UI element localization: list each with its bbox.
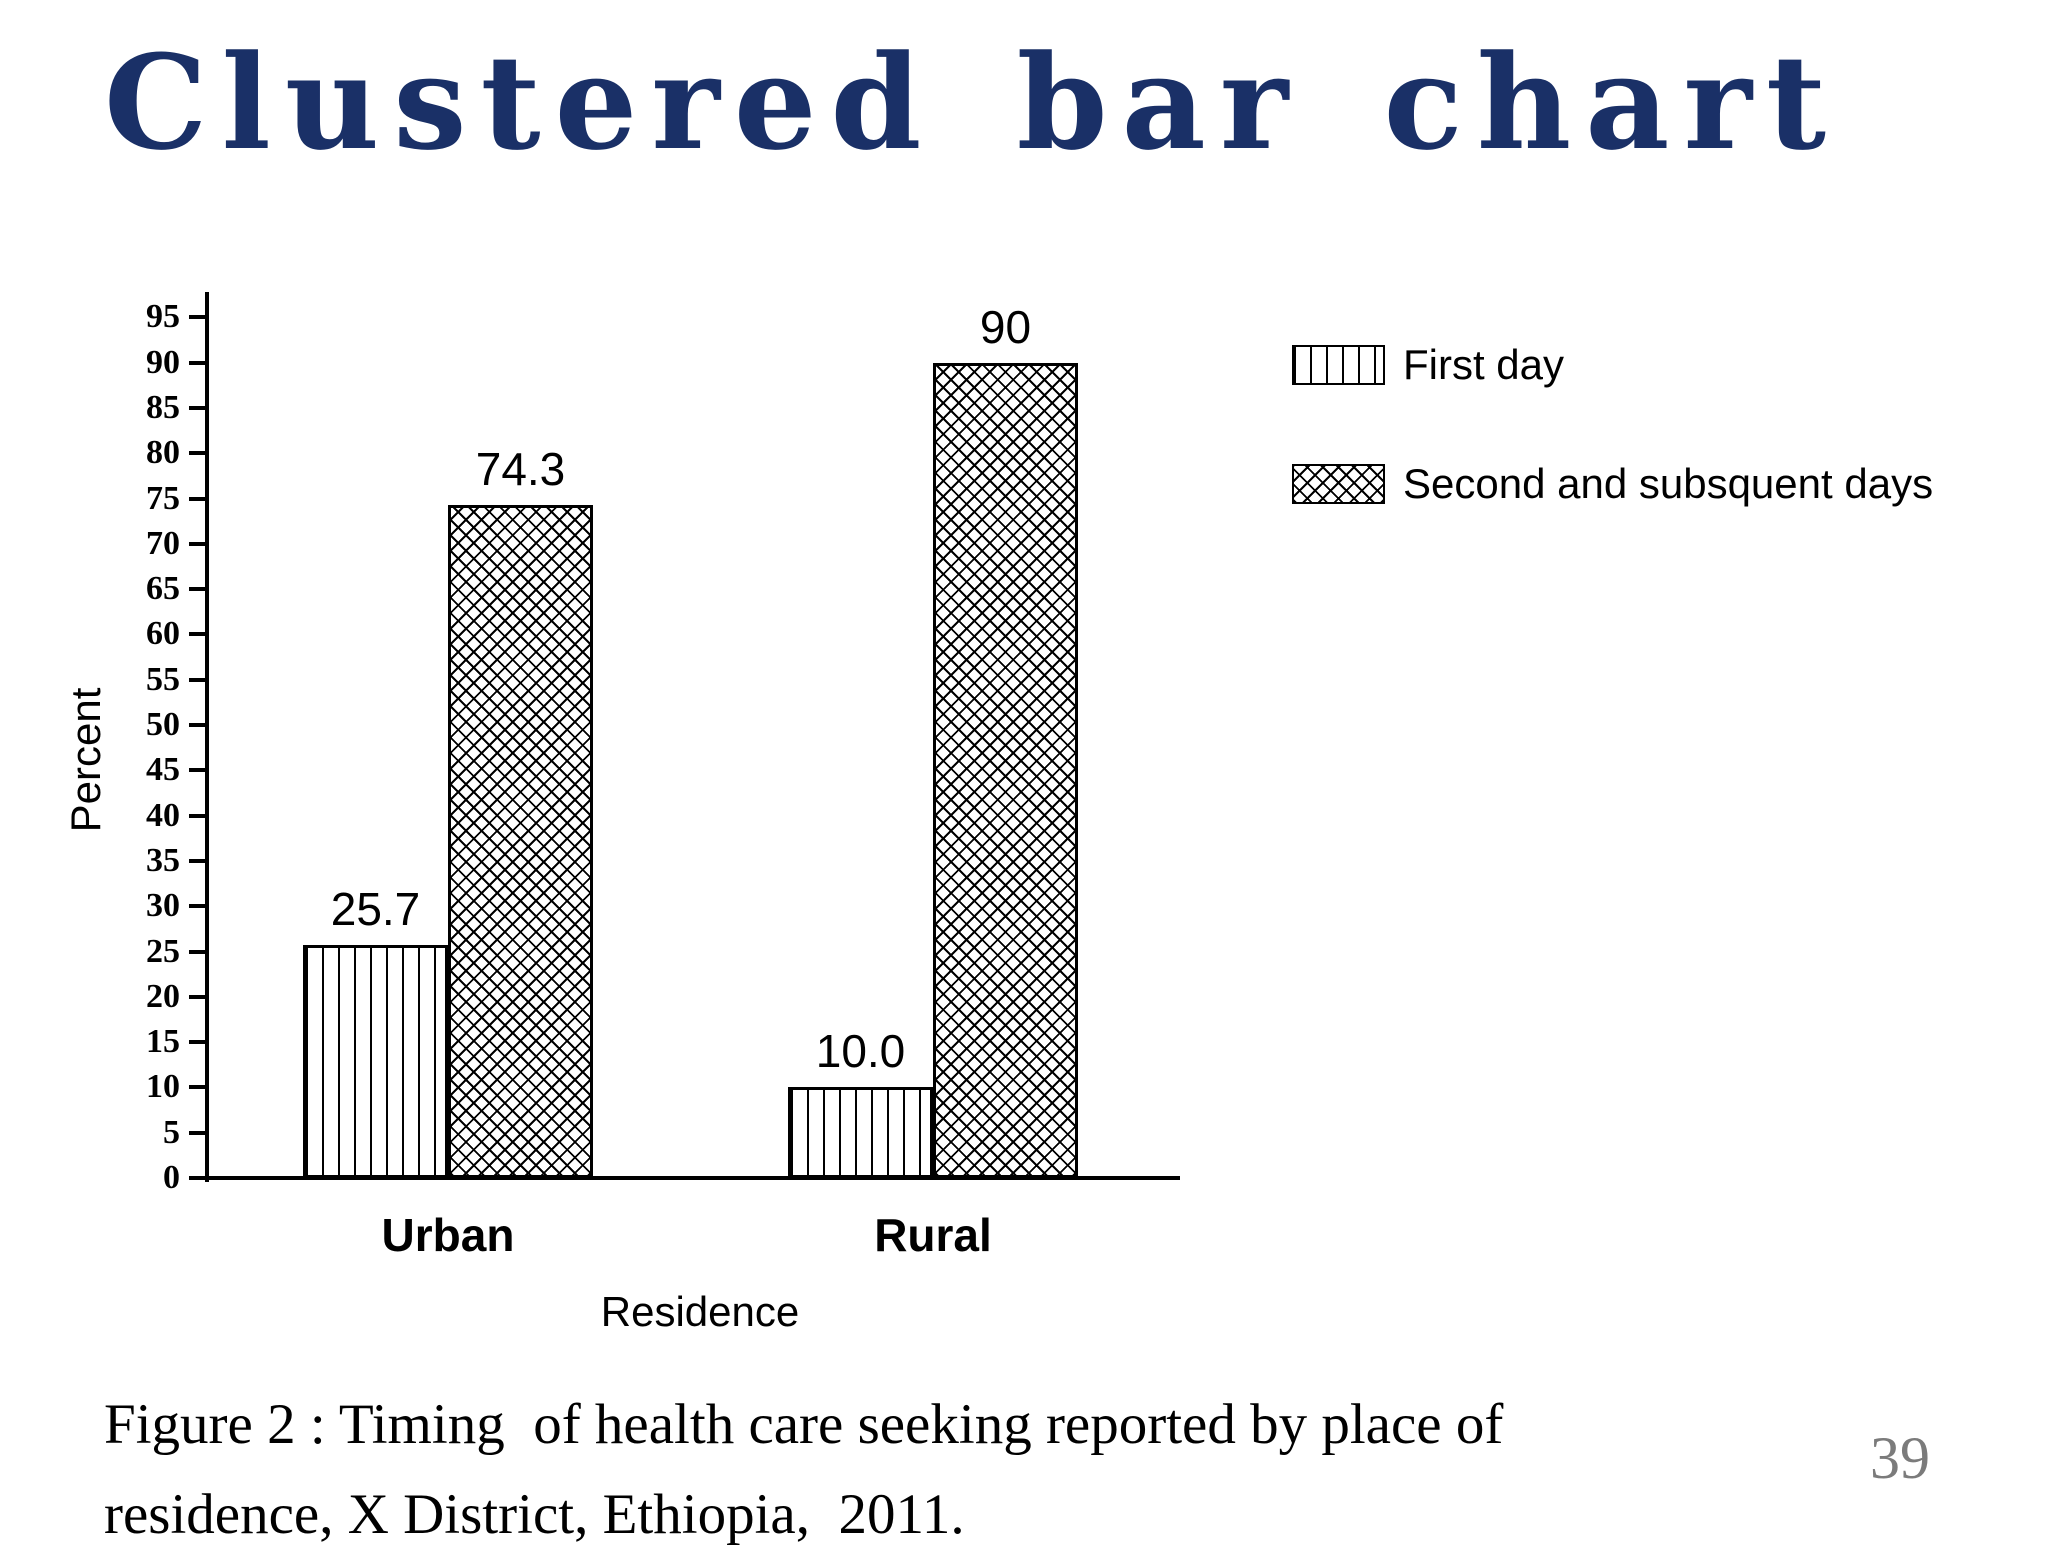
y-tick-mark (189, 723, 205, 727)
y-tick-label: 20 (146, 977, 180, 1015)
y-tick-mark (189, 496, 205, 501)
caption-line-1: Figure 2 : Timing of health care seeking… (104, 1393, 1504, 1456)
y-tick-mark (189, 949, 205, 954)
y-tick-mark (189, 451, 205, 456)
y-tick-mark (189, 994, 205, 999)
y-tick-mark (189, 587, 205, 592)
y-tick-mark (189, 1085, 205, 1090)
slide-title: Clustered bar chart (104, 26, 1841, 179)
bar-urban-second (448, 505, 593, 1178)
bar-rural-second (933, 363, 1078, 1178)
x-axis-title: Residence (600, 1288, 800, 1335)
y-tick-mark (189, 315, 205, 320)
y-tick-label: 70 (146, 524, 180, 562)
bar-rural-first (788, 1087, 933, 1178)
legend-item-first-day: First day (1292, 341, 1933, 388)
y-tick-mark (189, 1130, 205, 1135)
y-tick-mark (189, 1176, 205, 1180)
bar-value-label: 25.7 (330, 883, 421, 935)
y-tick-label: 50 (146, 706, 180, 743)
y-tick-label: 60 (146, 615, 180, 653)
page-number: 39 (1870, 1425, 1930, 1491)
y-tick-label: 55 (146, 660, 180, 698)
legend-swatch-crosshatch-icon (1292, 464, 1385, 504)
bar-value-label: 90 (979, 301, 1032, 353)
x-category-label: Urban (381, 1209, 515, 1261)
bar-value-label: 74.3 (475, 443, 566, 495)
y-tick-mark (189, 858, 205, 863)
y-tick-label: 25 (146, 932, 180, 970)
caption-line-2: residence, X District, Ethiopia, 2011. (104, 1483, 965, 1546)
y-tick-label: 15 (146, 1023, 180, 1061)
x-category-label: Rural (874, 1209, 992, 1261)
y-tick-label: 45 (146, 751, 180, 789)
y-tick-label: 65 (146, 570, 180, 608)
y-tick-label: 35 (146, 841, 180, 879)
y-tick-mark (189, 1040, 205, 1045)
y-tick-label: 75 (146, 479, 180, 517)
x-axis-line (205, 1176, 1180, 1180)
y-tick-label: 40 (146, 796, 180, 834)
y-tick-mark (189, 405, 205, 410)
y-tick-label: 90 (146, 343, 180, 381)
y-tick-label: 10 (146, 1068, 180, 1106)
y-tick-mark (189, 677, 205, 682)
y-axis-line (205, 292, 209, 1182)
legend-label: Second and subsquent days (1403, 460, 1934, 507)
y-tick-mark (189, 813, 205, 818)
y-tick-label: 85 (146, 388, 180, 426)
y-tick-mark (189, 541, 205, 546)
bar-value-label: 10.0 (815, 1025, 906, 1077)
figure-caption: Figure 2 : Timing of health care seeking… (104, 1380, 1864, 1560)
legend-swatch-vertical-stripes-icon (1292, 345, 1385, 385)
y-tick-mark (189, 904, 205, 909)
y-tick-label: 95 (146, 298, 180, 336)
y-tick-label: 0 (163, 1159, 180, 1196)
legend-item-second-days: Second and subsquent days (1292, 460, 1934, 507)
y-tick-label: 80 (146, 434, 180, 472)
y-tick-label: 5 (163, 1113, 180, 1151)
y-tick-mark (189, 632, 205, 637)
bar-urban-first (303, 945, 448, 1178)
legend-label: First day (1403, 341, 1565, 388)
y-tick-mark (189, 768, 205, 773)
y-tick-label: 30 (146, 887, 180, 925)
chart-legend: First day Second and subsquent days (1292, 341, 1934, 581)
y-tick-mark (189, 360, 205, 365)
